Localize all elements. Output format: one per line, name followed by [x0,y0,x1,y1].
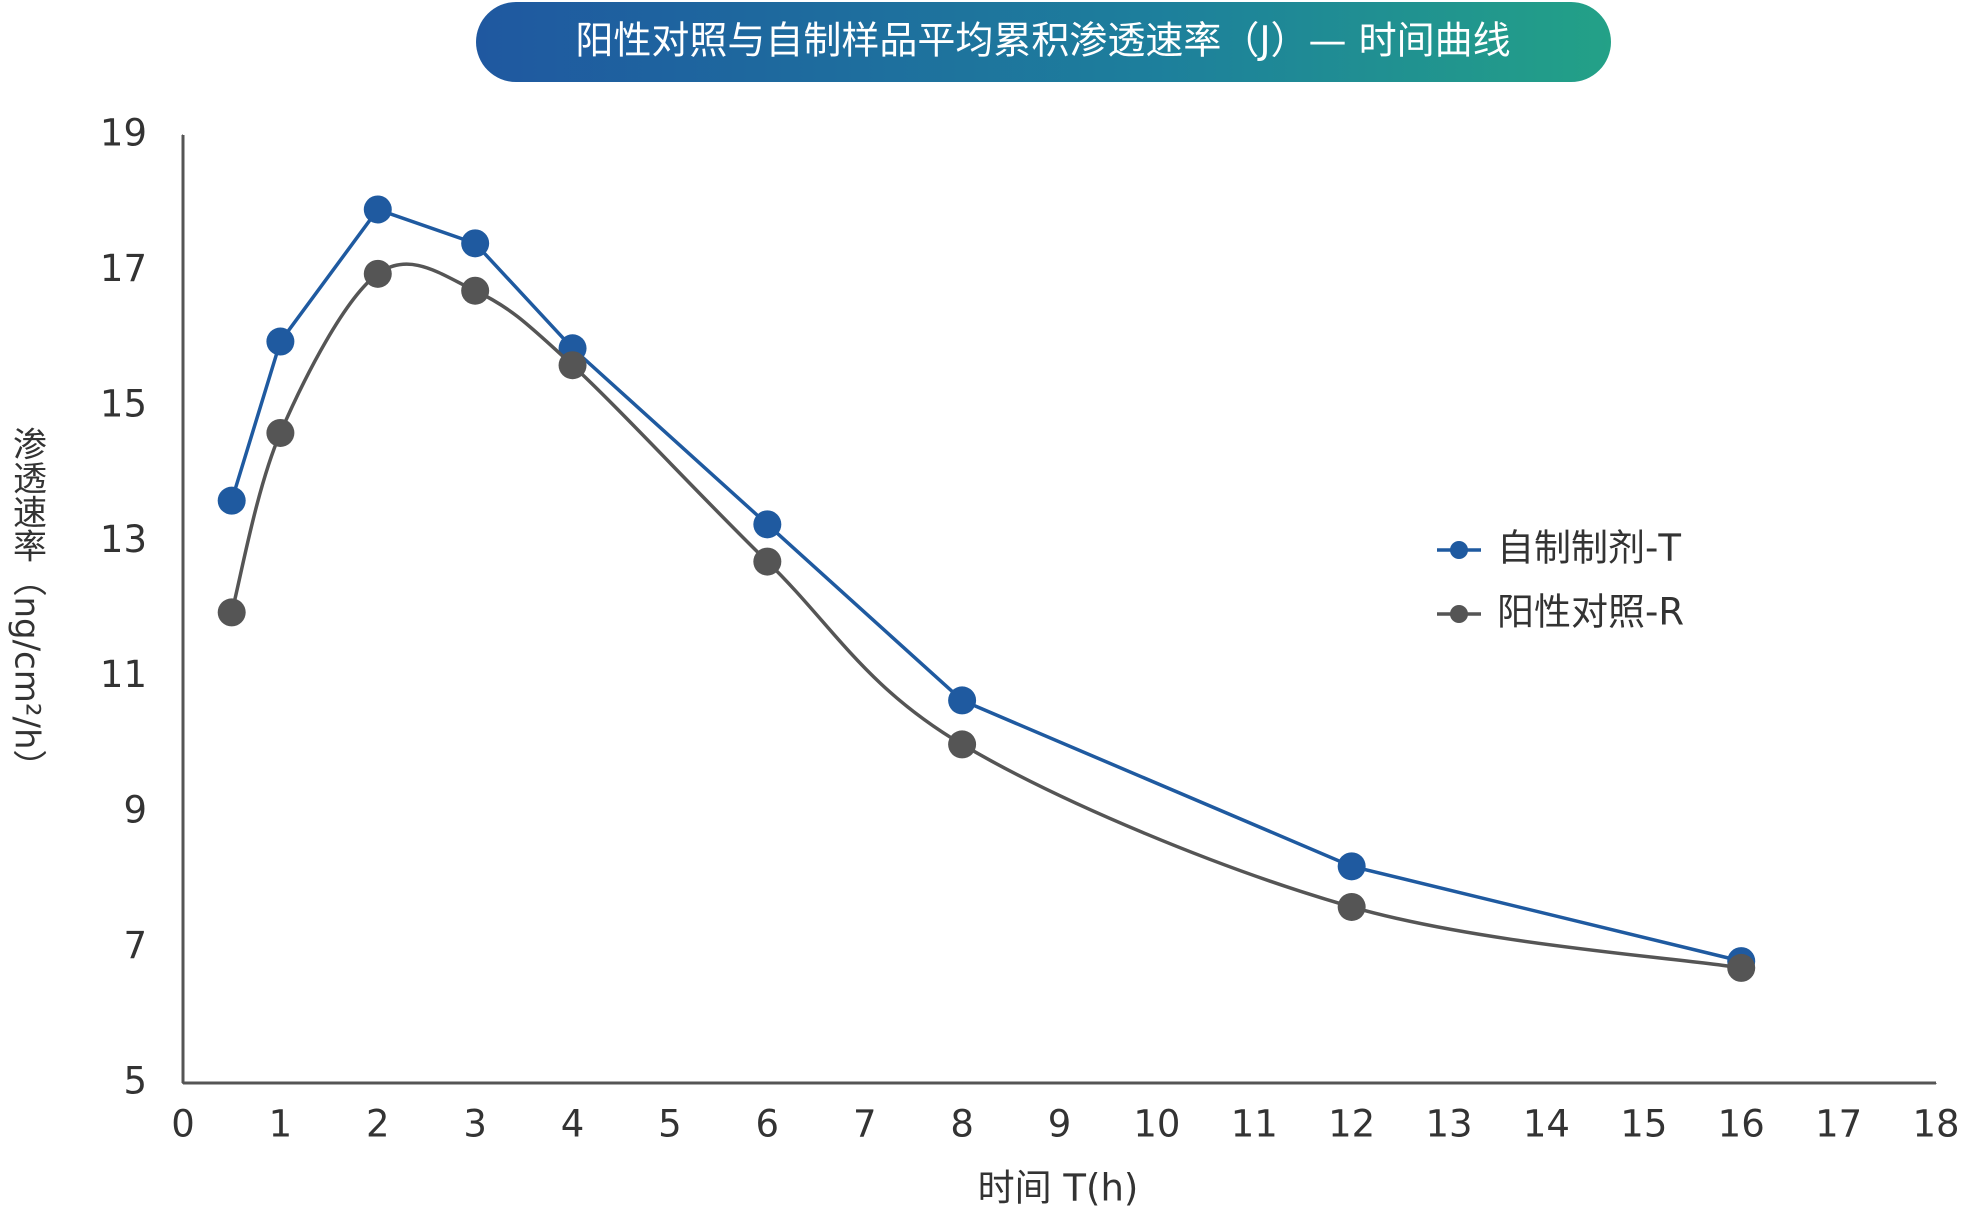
legend-label: 自制制剂-T [1497,527,1681,570]
series-line [230,207,1742,963]
x-tick-label: 3 [463,1103,487,1146]
x-tick-label: 4 [561,1103,585,1146]
y-tick-label: 11 [100,653,147,696]
data-point [558,351,587,380]
data-point [1337,852,1366,881]
x-tick-label: 5 [658,1103,682,1146]
title-background [476,2,1611,82]
x-tick-label: 13 [1426,1103,1473,1146]
x-tick-label: 11 [1231,1103,1278,1146]
chart-title: 阳性对照与自制样品平均累积渗透速率（J）— 时间曲线 [575,19,1510,63]
x-tick-label: 8 [950,1103,974,1146]
x-axis-label: 时间 T(h) [978,1167,1139,1210]
data-point [217,598,246,627]
data-point [1727,953,1756,982]
y-axis-label: 渗透速率（ng/cm²/h） [7,426,47,783]
data-point [461,229,490,258]
x-tick-label: 12 [1328,1103,1375,1146]
y-tick-label: 15 [100,382,147,425]
x-tick-label: 1 [269,1103,293,1146]
x-tick-label: 9 [1048,1103,1072,1146]
data-point [1337,892,1366,921]
x-tick-label: 17 [1815,1103,1862,1146]
data-point [753,547,782,576]
data-point [461,276,490,305]
x-tick-label: 15 [1620,1103,1667,1146]
data-point [217,486,246,515]
legend-marker [1450,605,1468,623]
legend-label: 阳性对照-R [1497,591,1684,634]
x-tick-label: 2 [366,1103,390,1146]
legend-marker [1450,541,1468,559]
x-tick-label: 18 [1912,1103,1959,1146]
x-tick-label: 0 [171,1103,195,1146]
data-point [753,510,782,539]
y-tick-label: 9 [123,789,147,832]
data-point [266,327,295,356]
y-tick-label: 13 [100,518,147,561]
data-point [266,418,295,447]
data-point [948,686,977,715]
x-tick-label: 7 [853,1103,877,1146]
x-tick-label: 16 [1718,1103,1765,1146]
x-tick-label: 6 [756,1103,780,1146]
x-tick-label: 10 [1133,1103,1180,1146]
data-point [948,730,977,759]
y-tick-label: 17 [100,247,147,290]
data-point [363,195,392,224]
y-tick-label: 19 [100,112,147,155]
data-point [363,259,392,288]
y-tick-label: 7 [123,924,147,967]
x-tick-label: 14 [1523,1103,1570,1146]
y-tick-label: 5 [123,1060,147,1103]
